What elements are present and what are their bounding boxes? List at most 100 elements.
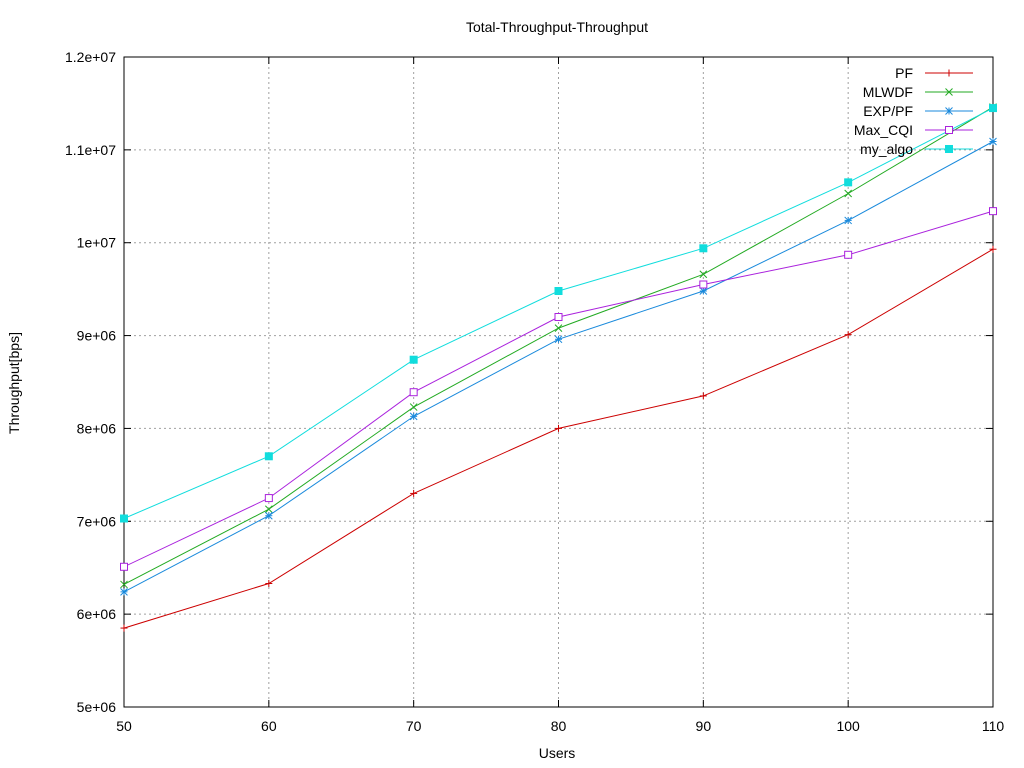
data-point bbox=[699, 280, 708, 289]
marker-stroke bbox=[120, 580, 128, 589]
legend-label: Max_CQI bbox=[854, 122, 913, 138]
data-point bbox=[699, 270, 708, 279]
marker-shape bbox=[844, 178, 853, 187]
y-tick-label: 9e+06 bbox=[77, 328, 117, 344]
data-point bbox=[409, 388, 418, 397]
data-point bbox=[265, 580, 273, 587]
marker-stroke bbox=[409, 403, 418, 411]
series-pf bbox=[120, 245, 997, 632]
marker-shape bbox=[945, 145, 953, 153]
marker-shape bbox=[264, 452, 273, 461]
legend-item-mlwdf: MLWDF bbox=[863, 84, 973, 100]
data-point bbox=[120, 514, 128, 523]
marker-shape bbox=[699, 280, 708, 289]
data-point bbox=[120, 588, 128, 596]
marker-stroke bbox=[554, 335, 563, 344]
x-tick-label: 70 bbox=[406, 718, 422, 734]
data-point bbox=[699, 244, 708, 253]
marker-stroke bbox=[844, 216, 853, 225]
marker-stroke bbox=[945, 107, 953, 115]
data-point bbox=[844, 178, 853, 187]
data-point bbox=[945, 126, 953, 134]
marker-shape bbox=[989, 207, 997, 216]
data-point bbox=[120, 580, 128, 589]
marker-shape bbox=[264, 494, 273, 503]
data-point bbox=[844, 189, 853, 198]
data-point bbox=[120, 562, 128, 571]
chart-title: Total-Throughput-Throughput bbox=[466, 19, 648, 35]
y-tick-label: 5e+06 bbox=[77, 699, 117, 715]
y-axis-label: Throughput[bps] bbox=[6, 332, 22, 434]
data-point bbox=[945, 107, 953, 115]
data-point bbox=[989, 104, 997, 113]
series-max-cqi bbox=[120, 207, 997, 571]
marker-shape bbox=[945, 126, 953, 134]
y-tick-label: 7e+06 bbox=[77, 513, 117, 529]
marker-shape bbox=[409, 355, 418, 364]
marker-shape bbox=[554, 287, 563, 295]
marker-stroke bbox=[844, 189, 853, 198]
grid bbox=[124, 57, 993, 707]
data-point bbox=[409, 355, 418, 364]
marker-shape bbox=[554, 313, 563, 321]
legend-label: my_algo bbox=[860, 141, 913, 157]
x-tick-label: 90 bbox=[696, 718, 712, 734]
x-tick-label: 80 bbox=[551, 718, 567, 734]
data-point bbox=[699, 287, 708, 295]
data-point bbox=[555, 424, 562, 432]
x-axis-label: Users bbox=[539, 745, 576, 761]
marker-shape bbox=[409, 388, 418, 397]
marker-stroke bbox=[554, 324, 563, 332]
data-point bbox=[409, 403, 418, 411]
legend-item-exp-pf: EXP/PF bbox=[863, 103, 973, 119]
series-line-exp-pf bbox=[123, 141, 994, 593]
marker-stroke bbox=[409, 412, 418, 421]
data-point bbox=[844, 216, 853, 225]
legend-item-pf: PF bbox=[895, 65, 973, 81]
marker-stroke bbox=[264, 505, 273, 514]
data-point bbox=[554, 335, 563, 344]
data-point bbox=[264, 505, 273, 514]
data-point bbox=[989, 245, 997, 253]
marker-shape bbox=[844, 250, 853, 259]
legend: PF MLWDF EXP/PF Max_CQI my_algo bbox=[854, 65, 973, 157]
data-point bbox=[945, 69, 953, 77]
series-mlwdf bbox=[120, 103, 997, 589]
series-exp-pf bbox=[120, 137, 997, 596]
x-tick-label: 50 bbox=[116, 718, 132, 734]
data-point bbox=[409, 412, 418, 421]
data-point bbox=[264, 511, 273, 520]
data-point bbox=[844, 331, 852, 339]
marker-shape bbox=[699, 244, 708, 253]
marker-stroke bbox=[945, 88, 953, 96]
data-point bbox=[844, 250, 853, 259]
marker-shape bbox=[120, 562, 128, 571]
y-tick-label: 1e+07 bbox=[77, 235, 117, 251]
y-tick-label: 1.2e+07 bbox=[65, 49, 116, 65]
y-tick-label: 6e+06 bbox=[77, 606, 117, 622]
series-my-algo bbox=[120, 104, 997, 523]
legend-label: MLWDF bbox=[863, 84, 913, 100]
x-tick-label: 60 bbox=[261, 718, 277, 734]
legend-label: EXP/PF bbox=[863, 103, 913, 119]
y-tick-label: 8e+06 bbox=[77, 420, 117, 436]
legend-item-my-algo: my_algo bbox=[860, 141, 973, 157]
legend-item-max-cqi: Max_CQI bbox=[854, 122, 973, 138]
marker-stroke bbox=[264, 511, 273, 520]
data-point bbox=[264, 494, 273, 503]
marker-stroke bbox=[699, 270, 708, 279]
data-point bbox=[264, 452, 273, 461]
x-tick-label: 100 bbox=[836, 718, 860, 734]
data-point bbox=[410, 489, 418, 497]
marker-stroke bbox=[989, 137, 997, 146]
x-tick-label: 110 bbox=[982, 718, 1005, 734]
data-point bbox=[989, 207, 997, 216]
axis-ticks: 50 60 70 80 90 100 110 5e+06 6e+06 7e+06 8e+06 9e+0… bbox=[65, 49, 1004, 734]
data-point bbox=[699, 392, 707, 400]
data-point bbox=[554, 313, 563, 321]
data-point bbox=[554, 287, 563, 295]
marker-shape bbox=[989, 104, 997, 113]
marker-stroke bbox=[699, 287, 708, 295]
